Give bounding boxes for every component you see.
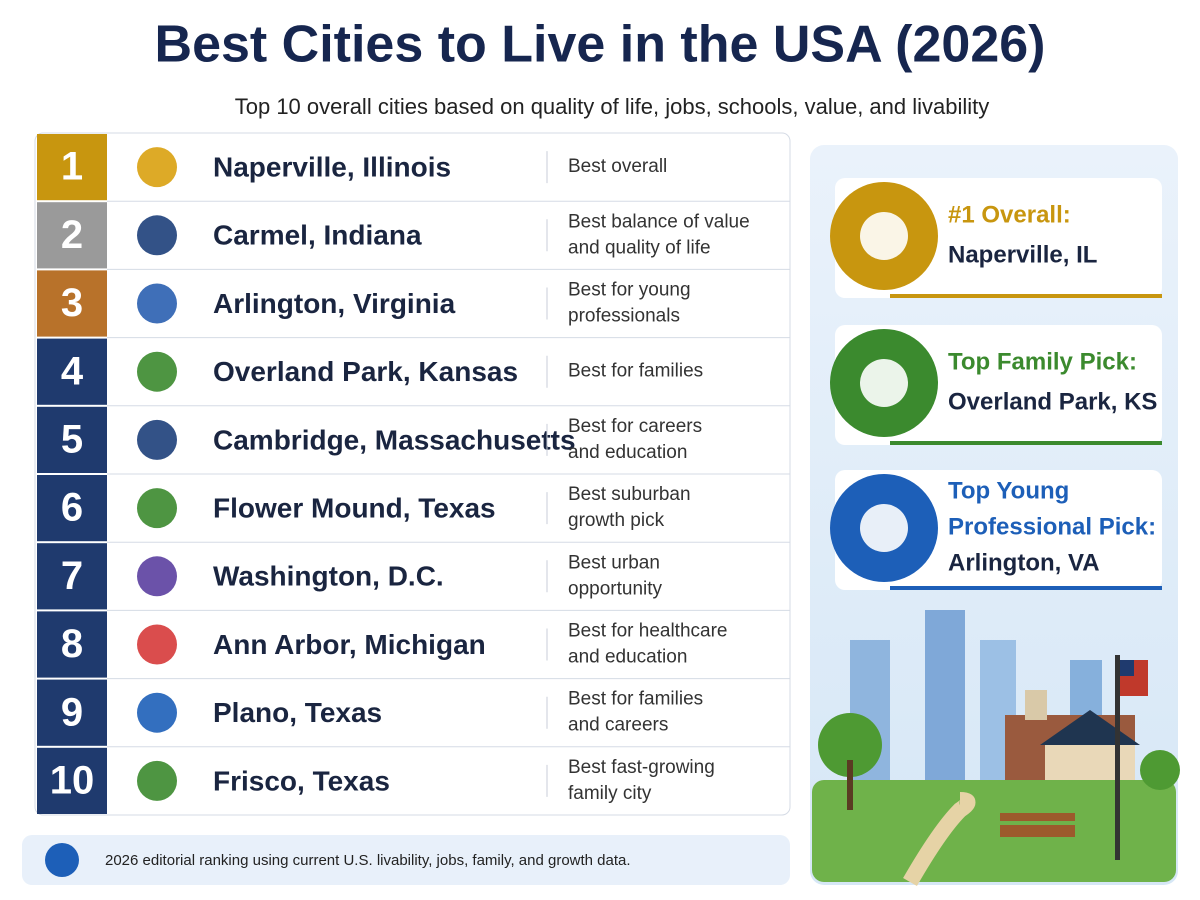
rank-box bbox=[37, 543, 107, 610]
rank-box bbox=[37, 747, 107, 814]
rank-box bbox=[37, 679, 107, 746]
city-name: Naperville, Illinois bbox=[213, 151, 451, 182]
card-label: Top Young bbox=[948, 477, 1069, 504]
card-icon-inner bbox=[860, 504, 908, 552]
rank-number: 4 bbox=[61, 349, 84, 393]
rank-number: 2 bbox=[61, 213, 83, 257]
row-icon bbox=[137, 419, 177, 460]
rank-number: 7 bbox=[61, 554, 83, 598]
row-icon bbox=[137, 760, 177, 801]
row-icon bbox=[137, 488, 177, 529]
city-note: Best fast-growing bbox=[568, 757, 715, 778]
rank-number: 9 bbox=[61, 690, 83, 734]
city-note: and careers bbox=[568, 715, 668, 736]
city-name: Cambridge, Massachusetts bbox=[213, 424, 576, 455]
city-note: Best for families bbox=[568, 361, 703, 382]
rank-box bbox=[37, 202, 107, 269]
row-icon bbox=[137, 215, 177, 256]
city-name: Flower Mound, Texas bbox=[213, 492, 496, 523]
city-name: Overland Park, Kansas bbox=[213, 356, 518, 387]
card-value: Overland Park, KS bbox=[948, 388, 1157, 415]
city-note: Best for careers bbox=[568, 416, 702, 437]
city-note: Best overall bbox=[568, 156, 667, 177]
city-name: Frisco, Texas bbox=[213, 765, 390, 796]
city-note: Best balance of value bbox=[568, 211, 750, 232]
row-icon bbox=[137, 283, 177, 324]
footer-text: 2026 editorial ranking using current U.S… bbox=[105, 852, 631, 869]
footer-icon bbox=[45, 843, 79, 877]
rank-box bbox=[37, 611, 107, 678]
row-icon bbox=[137, 624, 177, 665]
row-icon bbox=[137, 692, 177, 733]
city-note: growth pick bbox=[568, 510, 665, 531]
card-underline bbox=[890, 441, 1162, 445]
card-icon-inner bbox=[860, 212, 908, 260]
rank-number: 8 bbox=[61, 622, 83, 666]
card-label: #1 Overall: bbox=[948, 201, 1071, 228]
city-note: family city bbox=[568, 783, 652, 804]
row-icon bbox=[137, 556, 177, 597]
city-name: Carmel, Indiana bbox=[213, 220, 422, 251]
card-underline bbox=[890, 586, 1162, 590]
city-note: and education bbox=[568, 647, 687, 668]
city-note: Best urban bbox=[568, 552, 660, 573]
rank-box bbox=[37, 338, 107, 405]
city-note: Best for young bbox=[568, 280, 691, 301]
card-value: Arlington, VA bbox=[948, 549, 1100, 576]
city-note: Best for healthcare bbox=[568, 621, 727, 642]
rank-box bbox=[37, 475, 107, 542]
rank-number: 6 bbox=[61, 486, 83, 530]
row-icon bbox=[137, 147, 177, 188]
row-icon bbox=[137, 351, 177, 392]
city-name: Arlington, Virginia bbox=[213, 288, 456, 319]
city-note: and quality of life bbox=[568, 237, 711, 258]
footer-bar bbox=[22, 835, 790, 885]
city-note: opportunity bbox=[568, 578, 663, 599]
card-label: Top Family Pick: bbox=[948, 348, 1137, 375]
city-name: Washington, D.C. bbox=[213, 561, 444, 592]
subtitle: Top 10 overall cities based on quality o… bbox=[235, 94, 990, 119]
rank-number: 5 bbox=[61, 417, 83, 461]
city-note: professionals bbox=[568, 306, 680, 327]
rank-box bbox=[37, 270, 107, 337]
city-note: Best suburban bbox=[568, 484, 691, 505]
city-note: and education bbox=[568, 442, 687, 463]
rank-box bbox=[37, 134, 107, 201]
city-note: Best for families bbox=[568, 689, 703, 710]
rank-number: 1 bbox=[61, 145, 83, 189]
card-label: Professional Pick: bbox=[948, 513, 1156, 540]
rank-box bbox=[37, 406, 107, 473]
card-value: Naperville, IL bbox=[948, 241, 1097, 268]
title: Best Cities to Live in the USA (2026) bbox=[155, 16, 1046, 74]
card-underline bbox=[890, 294, 1162, 298]
rank-number: 3 bbox=[61, 281, 83, 325]
card-icon-inner bbox=[860, 359, 908, 407]
city-illustration bbox=[812, 610, 1180, 886]
city-name: Plano, Texas bbox=[213, 697, 382, 728]
rank-number: 10 bbox=[50, 758, 95, 802]
city-name: Ann Arbor, Michigan bbox=[213, 629, 486, 660]
